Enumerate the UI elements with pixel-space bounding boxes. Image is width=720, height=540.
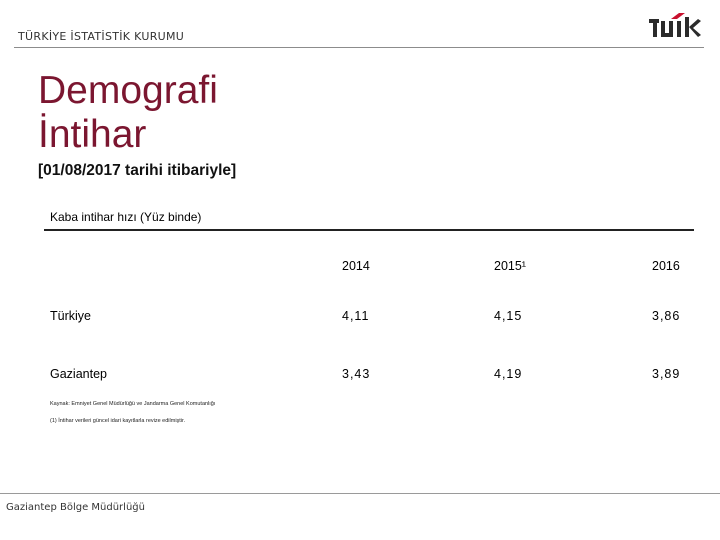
source-note: Kaynak: Emniyet Genel Müdürlüğü ve Janda… (50, 401, 216, 407)
cell-gaziantep-2014: 3,43 (342, 367, 371, 381)
row-label-gaziantep: Gaziantep (50, 367, 107, 381)
date-subtitle: [01/08/2017 tarihi itibariyle] (38, 162, 237, 179)
cell-gaziantep-2016: 3,89 (652, 367, 681, 381)
title-line-2: İntihar (38, 113, 147, 156)
cell-turkiye-2014: 4,11 (342, 309, 370, 323)
tuik-logo-icon (649, 13, 701, 37)
cell-gaziantep-2015: 4,19 (494, 367, 523, 381)
organization-name: TÜRKİYE İSTATİSTİK KURUMU (18, 30, 185, 43)
footer-divider (0, 493, 720, 494)
table-caption: Kaba intihar hızı (Yüz binde) (50, 210, 202, 224)
column-header-2014: 2014 (342, 259, 370, 273)
footer-office-name: Gaziantep Bölge Müdürlüğü (6, 502, 145, 513)
column-header-2015: 2015¹ (494, 259, 526, 273)
cell-turkiye-2016: 3,86 (652, 309, 681, 323)
header-divider (14, 47, 704, 48)
title-line-1: Demografi (38, 69, 218, 112)
cell-turkiye-2015: 4,15 (494, 309, 523, 323)
page-title: Demografi İntihar (38, 69, 218, 157)
table-caption-divider (44, 229, 694, 231)
column-header-2016: 2016 (652, 259, 680, 273)
row-label-turkiye: Türkiye (50, 309, 91, 323)
footnote: (1) İntihar verileri güncel idari kayıtl… (50, 418, 186, 424)
